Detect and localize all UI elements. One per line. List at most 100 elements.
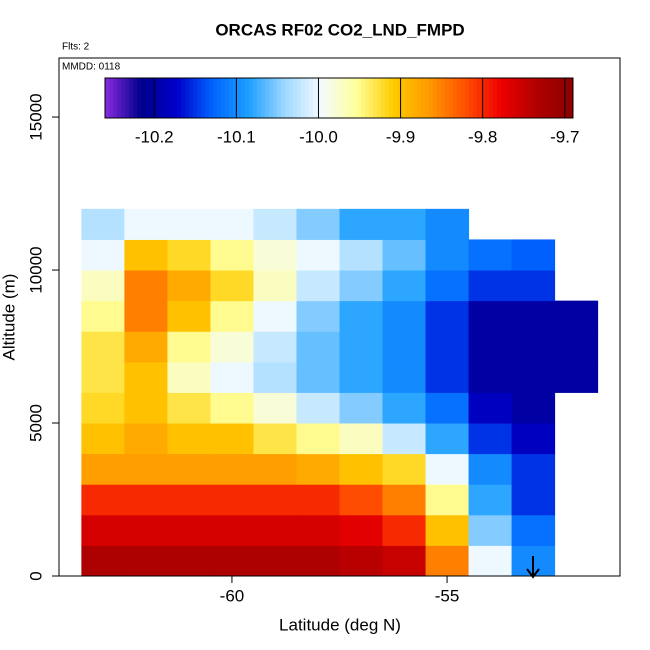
heatmap-cell <box>167 453 211 485</box>
heatmap-cell <box>511 361 556 393</box>
colorbar-swatch <box>189 78 194 118</box>
colorbar-swatch <box>385 78 390 118</box>
colorbar-swatch <box>265 78 270 118</box>
heatmap-cell <box>124 423 168 455</box>
heatmap-cell <box>253 208 297 240</box>
colorbar-swatch <box>329 78 334 118</box>
colorbar-swatch <box>433 78 438 118</box>
colorbar-tick-label: -9.9 <box>386 127 415 146</box>
heatmap-cell <box>382 300 427 332</box>
colorbar-swatch <box>317 78 322 118</box>
heatmap-cell <box>124 300 168 332</box>
heatmap-cell <box>210 545 254 577</box>
heatmap-cell <box>81 545 125 577</box>
colorbar-swatch <box>437 78 442 118</box>
colorbar-swatch <box>529 78 534 118</box>
heatmap-cell <box>296 300 340 332</box>
heatmap-cell <box>210 331 254 363</box>
colorbar-swatch <box>549 78 554 118</box>
heatmap-cell <box>382 361 427 393</box>
heatmap-cell <box>382 514 427 546</box>
colorbar-swatch <box>393 78 398 118</box>
colorbar-swatch <box>557 78 562 118</box>
colorbar-swatch <box>405 78 410 118</box>
colorbar-swatch <box>477 78 482 118</box>
heatmap-cell <box>81 300 125 332</box>
heatmap-cell <box>468 270 513 302</box>
colorbar-swatch <box>209 78 214 118</box>
colorbar-swatch <box>449 78 454 118</box>
heatmap-cell <box>210 392 254 424</box>
colorbar-swatch <box>365 78 370 118</box>
heatmap-cell <box>425 392 470 424</box>
colorbar-swatch <box>505 78 510 118</box>
heatmap-cell <box>124 545 168 577</box>
heatmap-cell <box>124 392 168 424</box>
colorbar-swatch <box>473 78 478 118</box>
colorbar-swatch <box>337 78 342 118</box>
colorbar-swatch <box>445 78 450 118</box>
heatmap-cell <box>296 208 340 240</box>
heatmap-cell <box>339 392 384 424</box>
heatmap-cell <box>425 239 470 271</box>
heatmap-cell <box>382 453 427 485</box>
heatmap-cell <box>81 392 125 424</box>
colorbar-swatch <box>205 78 210 118</box>
heatmap-cell <box>468 423 513 455</box>
x-tick-label: -55 <box>435 586 460 605</box>
colorbar-swatch <box>493 78 498 118</box>
heatmap-cell <box>511 484 556 516</box>
colorbar-swatch <box>509 78 514 118</box>
colorbar-swatch <box>401 78 406 118</box>
heatmap-cell <box>511 239 556 271</box>
colorbar-swatch <box>161 78 166 118</box>
heatmap-cell <box>253 514 297 546</box>
colorbar-swatch <box>237 78 242 118</box>
heatmap-cell <box>339 453 384 485</box>
colorbar-swatch <box>253 78 258 118</box>
y-tick-label: 10000 <box>26 246 45 293</box>
colorbar-swatch <box>545 78 550 118</box>
colorbar-swatch <box>421 78 426 118</box>
heatmap-cell <box>81 453 125 485</box>
colorbar-swatch <box>297 78 302 118</box>
colorbar-swatch <box>293 78 298 118</box>
heatmap-cell <box>167 270 211 302</box>
colorbar-tick-label: -10.2 <box>135 127 174 146</box>
heatmap-cell <box>210 484 254 516</box>
heatmap-cell <box>382 423 427 455</box>
colorbar-swatch <box>533 78 538 118</box>
heatmap-cell <box>81 361 125 393</box>
heatmap-cell <box>167 545 211 577</box>
heatmap-cell <box>167 331 211 363</box>
heatmap-cell <box>167 392 211 424</box>
colorbar-swatch <box>501 78 506 118</box>
colorbar-swatch <box>201 78 206 118</box>
heatmap-cell <box>468 453 513 485</box>
heatmap-cell <box>468 331 513 363</box>
heatmap-cell <box>425 300 470 332</box>
colorbar-swatch <box>325 78 330 118</box>
heatmap-cell <box>253 545 297 577</box>
heatmap-cell <box>167 208 211 240</box>
heatmap-cell <box>339 484 384 516</box>
colorbar-swatch <box>157 78 162 118</box>
colorbar-swatch <box>129 78 134 118</box>
heatmap-cell <box>253 392 297 424</box>
colorbar-swatch <box>389 78 394 118</box>
colorbar-swatch <box>137 78 142 118</box>
colorbar-swatch <box>357 78 362 118</box>
annotation: MMDD: 0118 <box>62 62 121 73</box>
heatmap-cell <box>339 270 384 302</box>
heatmap-cell <box>382 239 427 271</box>
chart-title: ORCAS RF02 CO2_LND_FMPD <box>215 20 464 39</box>
heatmap-cell <box>253 423 297 455</box>
heatmap-cell <box>425 270 470 302</box>
colorbar-swatch <box>553 78 558 118</box>
colorbar-swatch <box>169 78 174 118</box>
colorbar-swatch <box>261 78 266 118</box>
heatmap-cell <box>511 392 556 424</box>
heatmap-cell <box>382 208 427 240</box>
colorbar-swatch <box>221 78 226 118</box>
heatmap-cell <box>511 331 556 363</box>
